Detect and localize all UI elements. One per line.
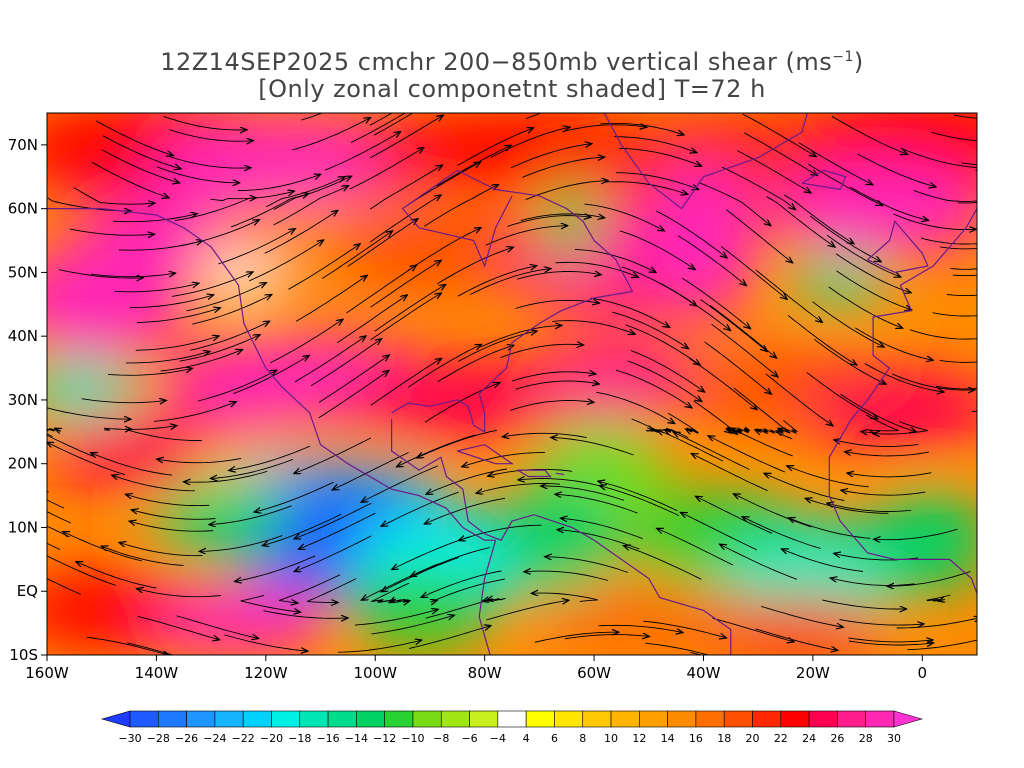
colorbar-swatch <box>469 710 499 728</box>
lon-label: 60W <box>577 664 611 682</box>
lat-label: 10S <box>9 646 38 664</box>
colorbar-high-arrow <box>893 710 924 728</box>
colorbar-label: 22 <box>774 732 788 745</box>
colorbar-label: 20 <box>746 732 760 745</box>
colorbar-swatch <box>610 710 640 728</box>
lat-label: 10N <box>8 518 38 536</box>
colorbar-label: −6 <box>461 732 477 745</box>
colorbar-label: 8 <box>579 732 586 745</box>
lon-label: 100W <box>354 664 398 682</box>
map-title-line1: 12Z14SEP2025 cmchr 200−850mb vertical sh… <box>0 48 1024 76</box>
colorbar-swatch <box>837 710 867 728</box>
lat-label: 70N <box>8 136 38 154</box>
colorbar-label: 28 <box>859 732 873 745</box>
colorbar-label: −24 <box>203 732 226 745</box>
colorbar-swatch <box>554 710 584 728</box>
colorbar-label: −22 <box>232 732 255 745</box>
lat-label: 30N <box>8 391 38 409</box>
colorbar-label: 10 <box>604 732 618 745</box>
colorbar-swatch <box>780 710 810 728</box>
colorbar-label: 12 <box>632 732 646 745</box>
lat-label: 20N <box>8 455 38 473</box>
colorbar-swatch <box>299 710 329 728</box>
lat-label: 60N <box>8 200 38 218</box>
colorbar-swatch <box>497 710 527 728</box>
colorbar-label: −28 <box>147 732 170 745</box>
colorbar-swatch <box>242 710 272 728</box>
colorbar-swatch <box>157 710 187 728</box>
colorbar-label: −4 <box>490 732 506 745</box>
lon-label: 120W <box>244 664 288 682</box>
lon-label: 140W <box>135 664 179 682</box>
colorbar-swatch <box>412 710 442 728</box>
colorbar-label: −30 <box>118 732 141 745</box>
streamlines <box>47 113 977 655</box>
colorbar-label: −12 <box>373 732 396 745</box>
colorbar-label: −18 <box>288 732 311 745</box>
colorbar-label: −14 <box>345 732 368 745</box>
colorbar-swatch <box>865 710 895 728</box>
colorbar-label: 4 <box>523 732 530 745</box>
colorbar-swatch <box>186 710 216 728</box>
colorbar-swatch <box>525 710 555 728</box>
colorbar-label: 18 <box>717 732 731 745</box>
colorbar-label: 24 <box>802 732 816 745</box>
colorbar-label: 14 <box>661 732 675 745</box>
colorbar-swatch <box>214 710 244 728</box>
colorbar-swatch <box>808 710 838 728</box>
lon-label: 80W <box>468 664 502 682</box>
colorbar-label: −8 <box>433 732 449 745</box>
title-end-text: ) <box>853 48 864 76</box>
colorbar-swatch <box>723 710 753 728</box>
colorbar-swatch <box>129 710 159 728</box>
lon-label: 40W <box>687 664 721 682</box>
lat-label: 40N <box>8 327 38 345</box>
colorbar-swatch <box>582 710 612 728</box>
colorbar-swatch <box>327 710 357 728</box>
colorbar-swatch <box>384 710 414 728</box>
lon-label: 20W <box>796 664 830 682</box>
colorbar-label: −26 <box>175 732 198 745</box>
colorbar-swatch <box>752 710 782 728</box>
colorbar-label: 26 <box>830 732 844 745</box>
colorbar-low-arrow <box>100 710 131 728</box>
colorbar-label: −16 <box>316 732 339 745</box>
colorbar-swatch <box>639 710 668 728</box>
lat-label: 50N <box>8 263 38 281</box>
lat-label: EQ <box>17 582 38 600</box>
colorbar-label: 16 <box>689 732 703 745</box>
colorbar-swatch <box>695 710 725 728</box>
colorbar-label: 30 <box>887 732 901 745</box>
colorbar-label: 6 <box>551 732 558 745</box>
lon-label: 0 <box>918 664 928 682</box>
title-superscript: −1 <box>832 49 854 65</box>
title-main-text: 12Z14SEP2025 cmchr 200−850mb vertical sh… <box>160 48 833 76</box>
plot-frame <box>46 112 978 656</box>
coastlines <box>47 113 977 655</box>
colorbar-label: −10 <box>401 732 424 745</box>
plot-area <box>47 113 977 655</box>
colorbar-swatch <box>667 710 697 728</box>
map-title-line2: [Only zonal componetnt shaded] T=72 h <box>258 75 766 103</box>
lon-label: 160W <box>25 664 69 682</box>
colorbar-label: −20 <box>260 732 283 745</box>
colorbar-swatch <box>271 710 301 728</box>
colorbar-swatch <box>356 710 385 728</box>
colorbar-swatch <box>440 710 470 728</box>
